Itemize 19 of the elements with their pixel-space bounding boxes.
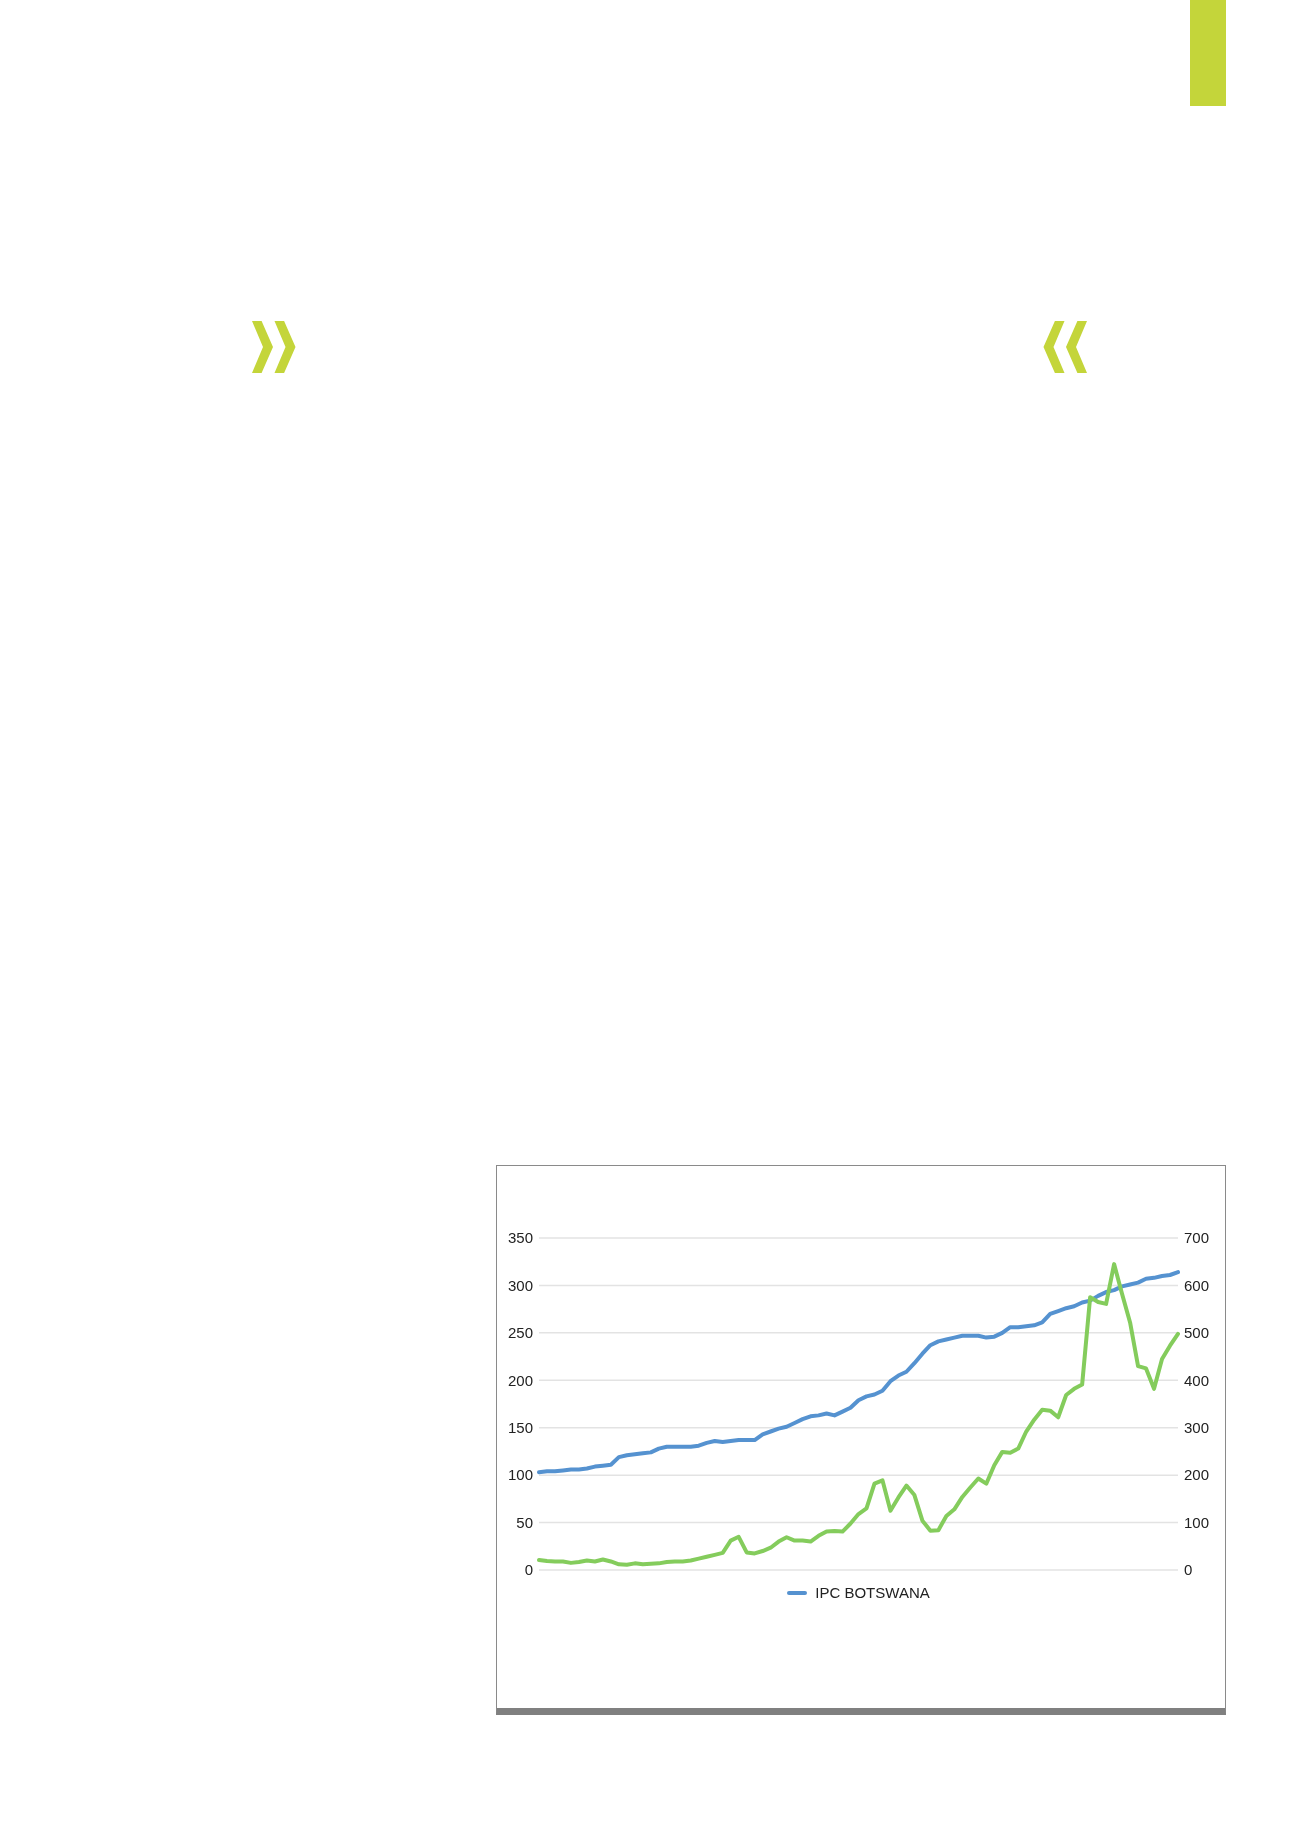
y-tick-label: 350 [507, 1229, 533, 1247]
y2-tick-label: 400 [1184, 1371, 1210, 1389]
y-tick-label: 0 [524, 1561, 533, 1579]
line-series [537, 1270, 1180, 1475]
y2-tick-label: 300 [1184, 1419, 1210, 1437]
y2-tick-label: 100 [1184, 1513, 1210, 1531]
line-series [537, 1262, 1180, 1567]
y2-tick-label: 600 [1184, 1276, 1210, 1294]
y-tick-label: 150 [507, 1419, 533, 1437]
y2-tick-label: 200 [1184, 1466, 1210, 1484]
y-tick-label: 200 [507, 1371, 533, 1389]
y-tick-label: 250 [507, 1324, 533, 1342]
y2-tick-label: 700 [1184, 1229, 1210, 1247]
y2-tick-label: 500 [1184, 1324, 1210, 1342]
y-tick-label: 100 [507, 1466, 533, 1484]
y-tick-label: 300 [507, 1276, 533, 1294]
legend-label: IPC BOTSWANA [815, 1584, 930, 1601]
y-tick-label: 50 [516, 1513, 533, 1531]
y2-tick-label: 0 [1184, 1561, 1193, 1579]
